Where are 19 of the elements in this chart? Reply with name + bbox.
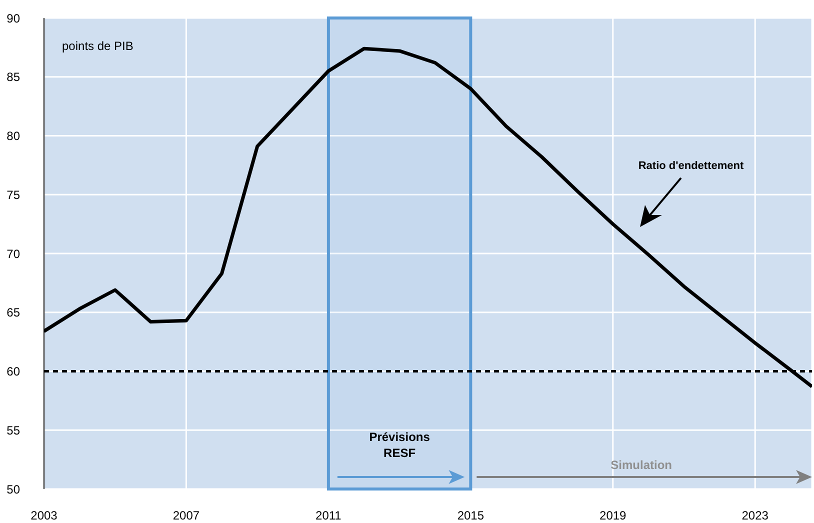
y-tick-label: 70 (6, 246, 20, 261)
y-tick-label: 80 (6, 129, 20, 144)
annotation: Ratio d'endettement (638, 160, 744, 172)
annotation: Simulation (610, 458, 672, 472)
x-tick-label: 2023 (742, 508, 769, 523)
x-tick-label: 2015 (457, 508, 484, 523)
y-tick-label: 85 (6, 70, 20, 84)
band-label: Prévisions RESF (369, 430, 430, 460)
y-tick-label: 50 (6, 482, 20, 496)
y-tick-label: 75 (6, 188, 20, 202)
x-tick-label: 2019 (600, 508, 627, 523)
y-tick-label: 90 (6, 11, 20, 26)
y-axis-title: points de PIB (62, 39, 134, 53)
x-tick-label: 2011 (316, 508, 342, 523)
y-tick-label: 60 (6, 364, 20, 379)
y-tick-label: 65 (6, 306, 20, 320)
y-tick-label: 55 (6, 423, 20, 438)
x-tick-label: 2007 (172, 508, 200, 523)
x-tick-label: 2003 (30, 508, 58, 523)
